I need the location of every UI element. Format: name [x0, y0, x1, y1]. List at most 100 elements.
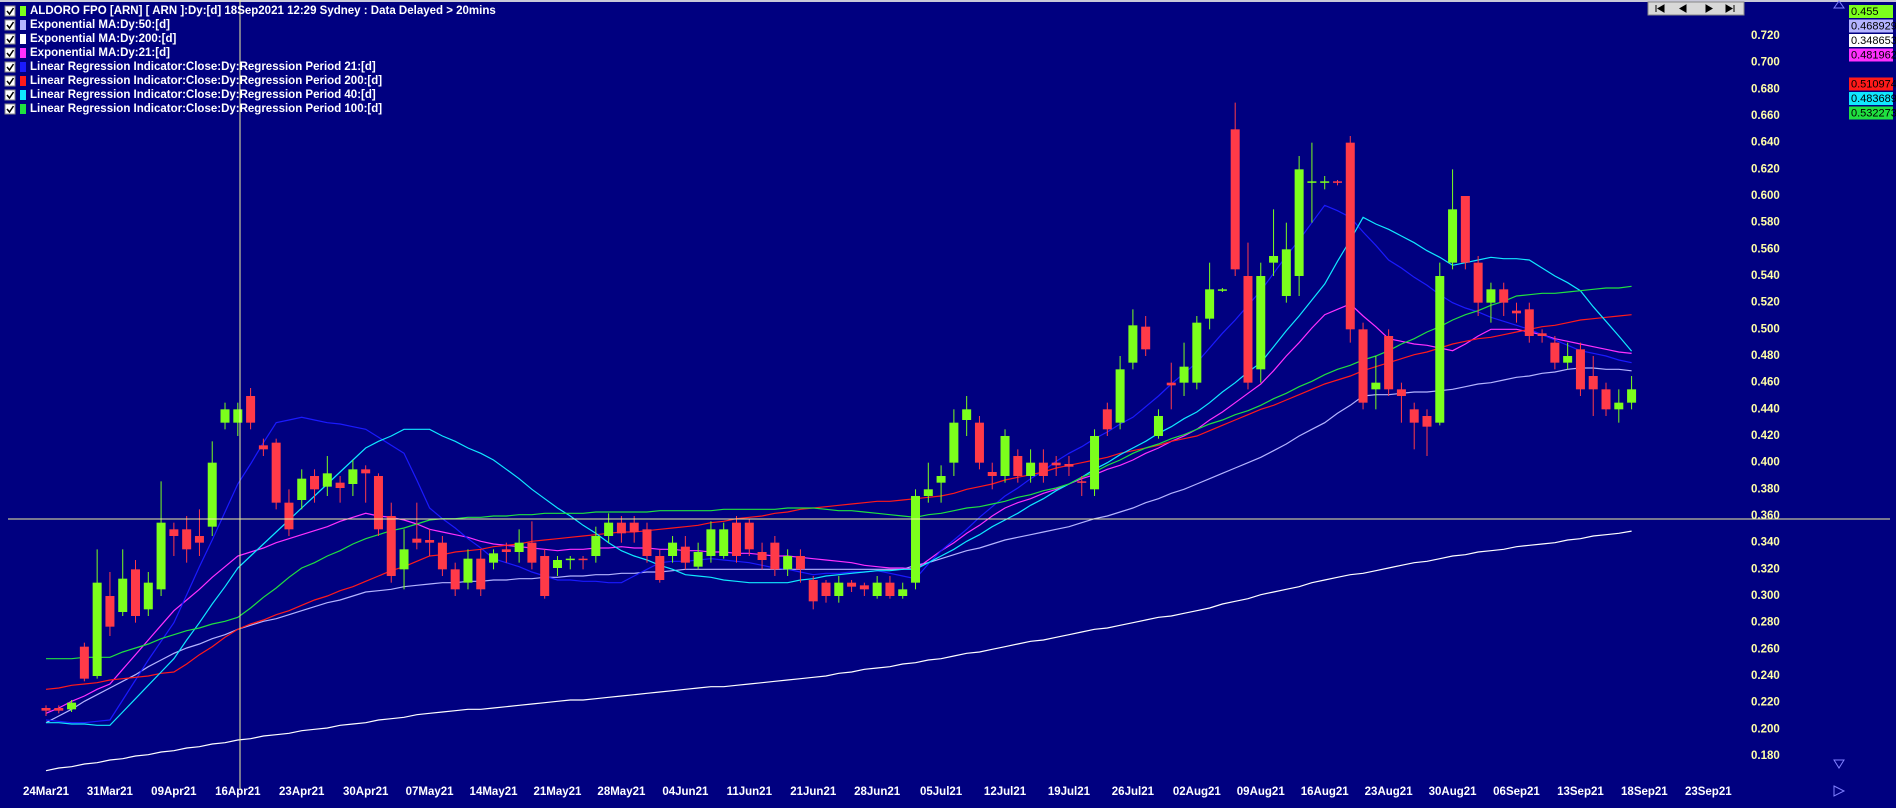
indicator-line: [45, 204, 1632, 724]
candle: [1614, 389, 1624, 423]
legend-label: ALDORO FPO [ARN] [ ARN ]:Dy:[d] 18Sep202…: [30, 5, 496, 17]
candle-body: [923, 489, 933, 496]
candle: [668, 536, 678, 563]
candle-body: [668, 542, 678, 556]
legend-swatch: [20, 20, 26, 30]
candle: [1038, 449, 1048, 483]
candle-body: [795, 556, 805, 570]
candle-body: [489, 553, 499, 563]
legend-entry[interactable]: Linear Regression Indicator:Close:Dy:Reg…: [4, 103, 382, 115]
legend-entry[interactable]: ALDORO FPO [ARN] [ ARN ]:Dy:[d] 18Sep202…: [4, 5, 496, 17]
x-tick-label: 16Aug21: [1301, 786, 1350, 798]
candle-body: [1102, 409, 1112, 430]
scroll-right[interactable]: [1833, 785, 1846, 797]
value-boxes: 0.455 0.468929 0.348653 0.481962 0.510974 0.4…: [1849, 5, 1896, 120]
legend-entry[interactable]: Linear Regression Indicator:Close:Dy:Reg…: [4, 89, 376, 101]
candle: [348, 460, 358, 496]
candle-body: [1614, 402, 1624, 410]
legend-entry[interactable]: Exponential MA:Dy:21:[d]: [4, 47, 170, 59]
x-tick-label: 04Jun21: [662, 786, 709, 798]
candle: [872, 576, 882, 599]
candle: [949, 409, 959, 476]
candle-body: [54, 708, 64, 711]
legend-checkbox[interactable]: [4, 89, 16, 101]
candle-body: [1512, 310, 1522, 314]
x-tick-label: 07May21: [406, 786, 455, 798]
y-tick-label: 0.700: [1751, 57, 1780, 69]
legend-label: Exponential MA:Dy:50:[d]: [30, 19, 170, 31]
y-tick-label: 0.620: [1751, 163, 1780, 175]
candle-body: [310, 476, 320, 490]
value-box-label: 0.532273: [1851, 107, 1896, 119]
candle-body: [591, 536, 601, 556]
legend-check: [6, 7, 15, 16]
candle-body: [629, 522, 639, 532]
nav-arrows[interactable]: [1655, 4, 1735, 13]
legend-checkbox[interactable]: [4, 19, 16, 31]
legend-checkbox[interactable]: [4, 47, 16, 59]
legend-entry[interactable]: Linear Regression Indicator:Close:Dy:Reg…: [4, 75, 382, 87]
legend-checkbox[interactable]: [4, 75, 16, 87]
nav-buttons[interactable]: [1647, 1, 1745, 16]
candle: [987, 462, 997, 490]
candle: [757, 542, 767, 570]
candle-body: [412, 538, 422, 543]
candle: [1243, 242, 1253, 390]
x-tick-label: 02Aug21: [1173, 786, 1222, 798]
candle: [1524, 302, 1534, 343]
candle: [1217, 288, 1227, 292]
candle: [540, 549, 550, 599]
candle: [118, 549, 128, 616]
candle-body: [425, 540, 435, 543]
candle: [1013, 449, 1023, 483]
candle-body: [297, 478, 307, 500]
legend-checkbox[interactable]: [4, 103, 16, 115]
candle-body: [399, 549, 409, 570]
candle-body: [1051, 462, 1061, 466]
legend-label: Exponential MA:Dy:21:[d]: [30, 47, 170, 59]
scroll-down[interactable]: [1833, 759, 1845, 769]
y-tick-label: 0.380: [1751, 483, 1780, 495]
x-tick-label: 23Aug21: [1365, 786, 1414, 798]
x-tick-label: 13Sep21: [1557, 786, 1604, 798]
candle: [1128, 309, 1138, 370]
nav-bar[interactable]: [1647, 1, 1745, 16]
legend-checkbox[interactable]: [4, 33, 16, 45]
y-tick-label: 0.420: [1751, 430, 1780, 442]
y-tick-label: 0.460: [1751, 377, 1780, 389]
candle-body: [706, 529, 716, 556]
candle-body: [552, 560, 562, 568]
scroll-up[interactable]: [1833, 0, 1845, 9]
candle: [54, 705, 64, 714]
legend-entry[interactable]: Linear Regression Indicator:Close:Dy:Reg…: [4, 61, 376, 73]
x-tick-label: 30Apr21: [343, 786, 389, 798]
candle-body: [1269, 256, 1279, 263]
candle: [1320, 176, 1330, 190]
candle: [105, 572, 115, 636]
candle-body: [911, 496, 921, 583]
legend-label: Linear Regression Indicator:Close:Dy:Reg…: [30, 61, 376, 73]
legend-checkbox[interactable]: [4, 61, 16, 73]
x-tick-label: 24Mar21: [23, 786, 70, 798]
candle-body: [1396, 389, 1406, 396]
candle-body: [872, 582, 882, 596]
legend-swatch: [20, 104, 26, 114]
candle: [1000, 429, 1010, 483]
candle-body: [437, 542, 447, 570]
candle-body: [1550, 342, 1560, 363]
legend: ALDORO FPO [ARN] [ ARN ]:Dy:[d] 18Sep202…: [4, 5, 496, 115]
legend-checkbox[interactable]: [4, 5, 16, 17]
candle: [182, 516, 192, 563]
y-tick-label: 0.200: [1751, 723, 1780, 735]
candle: [41, 705, 51, 716]
candle: [1307, 142, 1317, 223]
legend-label: Linear Regression Indicator:Close:Dy:Reg…: [30, 75, 382, 87]
candle: [1090, 429, 1100, 496]
y-tick-label: 0.300: [1751, 590, 1780, 602]
candle-body: [1486, 289, 1496, 303]
legend-entry[interactable]: Exponential MA:Dy:200:[d]: [4, 33, 176, 45]
candle-body: [463, 558, 473, 583]
candle: [1179, 342, 1189, 396]
legend-entry[interactable]: Exponential MA:Dy:50:[d]: [4, 19, 170, 31]
